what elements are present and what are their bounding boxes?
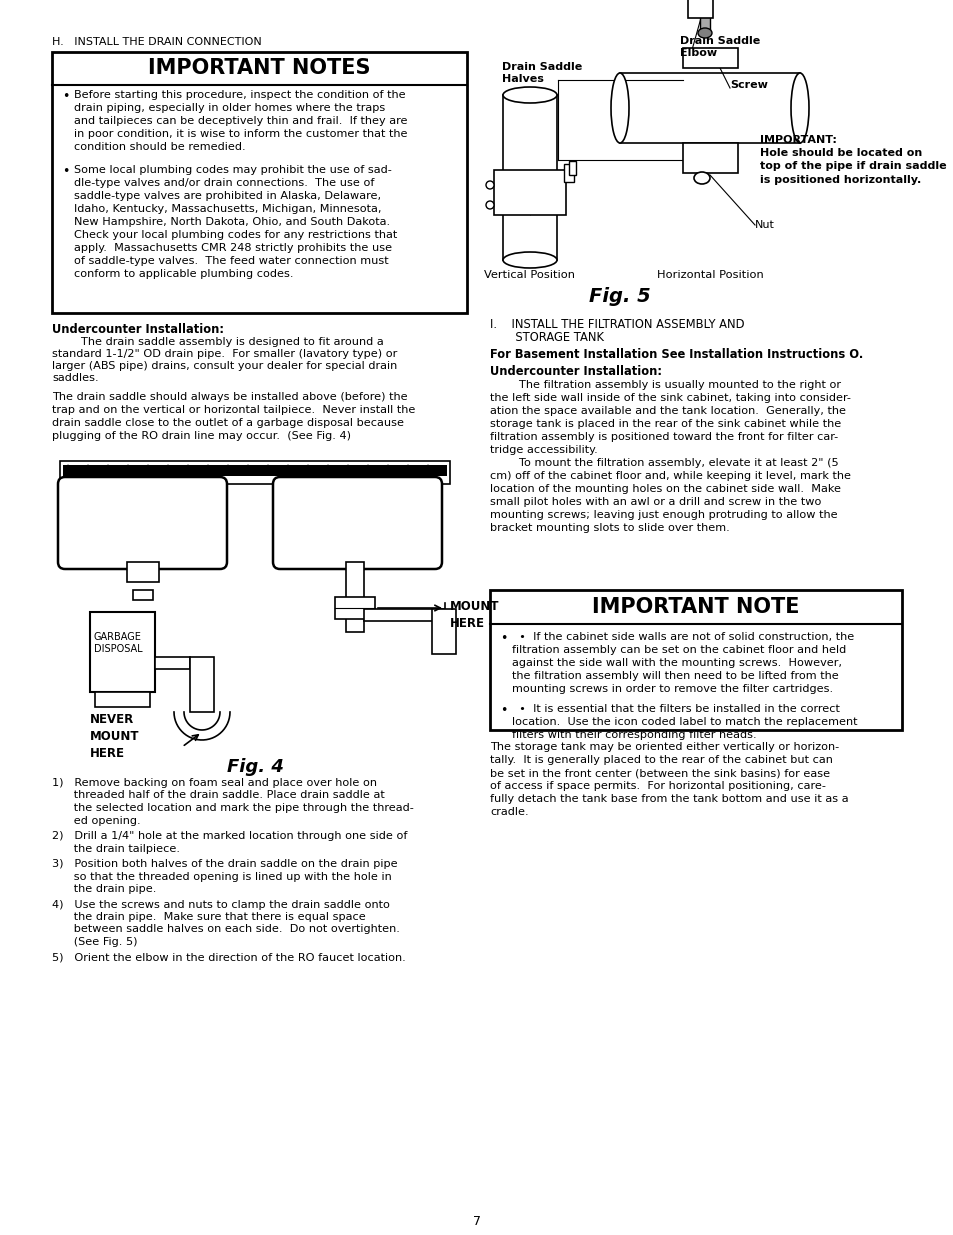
Bar <box>60 461 450 484</box>
Ellipse shape <box>698 28 711 38</box>
Bar <box>127 562 159 582</box>
Bar <box>490 590 901 730</box>
Text: 2)   Drill a 1/4" hole at the marked location through one side of: 2) Drill a 1/4" hole at the marked locat… <box>52 831 407 841</box>
Text: standard 1-1/2" OD drain pipe.  For smaller (lavatory type) or: standard 1-1/2" OD drain pipe. For small… <box>52 350 396 359</box>
Text: •: • <box>62 90 70 103</box>
Ellipse shape <box>790 73 808 143</box>
Text: MOUNT
HERE: MOUNT HERE <box>450 600 499 630</box>
Text: Undercounter Installation:: Undercounter Installation: <box>490 366 661 378</box>
Text: IMPORTANT NOTE: IMPORTANT NOTE <box>592 597 799 618</box>
Bar <box>154 657 190 669</box>
Text: the drain pipe.: the drain pipe. <box>52 884 156 894</box>
Text: Before starting this procedure, inspect the condition of the
drain piping, espec: Before starting this procedure, inspect … <box>74 90 407 152</box>
Text: H.   INSTALL THE DRAIN CONNECTION: H. INSTALL THE DRAIN CONNECTION <box>52 37 261 47</box>
Text: Drain Saddle
Elbow: Drain Saddle Elbow <box>679 36 760 58</box>
FancyBboxPatch shape <box>273 477 441 569</box>
Text: NEVER
MOUNT
HERE: NEVER MOUNT HERE <box>90 713 139 760</box>
Text: The drain saddle should always be installed above (before) the: The drain saddle should always be instal… <box>52 391 407 403</box>
Text: The storage tank may be oriented either vertically or horizon-
tally.  It is gen: The storage tank may be oriented either … <box>490 742 848 818</box>
Bar <box>364 609 443 621</box>
Bar <box>63 466 447 475</box>
Text: the drain pipe.  Make sure that there is equal space: the drain pipe. Make sure that there is … <box>52 911 365 923</box>
Text: between saddle halves on each side.  Do not overtighten.: between saddle halves on each side. Do n… <box>52 925 399 935</box>
Text: •: • <box>499 632 507 645</box>
Bar <box>502 95 557 261</box>
Text: Some local plumbing codes may prohibit the use of sad-
dle-type valves and/or dr: Some local plumbing codes may prohibit t… <box>74 165 396 279</box>
Bar <box>335 597 375 619</box>
Bar <box>568 161 576 175</box>
Bar <box>682 48 738 68</box>
Ellipse shape <box>485 201 494 209</box>
Text: IMPORTANT NOTES: IMPORTANT NOTES <box>148 58 371 79</box>
Text: Fig. 4: Fig. 4 <box>226 758 283 776</box>
Text: Fig. 5: Fig. 5 <box>589 287 650 306</box>
Ellipse shape <box>693 172 709 184</box>
Text: I.    INSTALL THE FILTRATION ASSEMBLY AND: I. INSTALL THE FILTRATION ASSEMBLY AND <box>490 317 743 331</box>
Ellipse shape <box>502 252 557 268</box>
Text: Undercounter Installation:: Undercounter Installation: <box>52 324 224 336</box>
FancyBboxPatch shape <box>58 477 227 569</box>
Bar <box>90 613 154 692</box>
Text: drain saddle close to the outlet of a garbage disposal because: drain saddle close to the outlet of a ga… <box>52 417 403 429</box>
Ellipse shape <box>485 182 494 189</box>
Text: saddles.: saddles. <box>52 373 98 383</box>
Ellipse shape <box>610 73 628 143</box>
Bar <box>132 590 152 600</box>
Text: The filtration assembly is usually mounted to the right or
the left side wall in: The filtration assembly is usually mount… <box>490 380 850 534</box>
Text: 4)   Use the screws and nuts to clamp the drain saddle onto: 4) Use the screws and nuts to clamp the … <box>52 899 390 909</box>
Bar <box>190 657 213 713</box>
Bar <box>687 0 712 19</box>
Text: so that the threaded opening is lined up with the hole in: so that the threaded opening is lined up… <box>52 872 392 882</box>
Bar <box>494 170 565 215</box>
Text: The drain saddle assembly is designed to fit around a: The drain saddle assembly is designed to… <box>52 337 383 347</box>
Text: larger (ABS pipe) drains, consult your dealer for special drain: larger (ABS pipe) drains, consult your d… <box>52 361 396 370</box>
Text: (See Fig. 5): (See Fig. 5) <box>52 937 137 947</box>
Text: the selected location and mark the pipe through the thread-: the selected location and mark the pipe … <box>52 803 414 813</box>
Bar <box>563 164 574 182</box>
Text: Nut: Nut <box>754 220 774 230</box>
Bar <box>700 0 709 35</box>
Text: Screw: Screw <box>729 80 767 90</box>
Text: threaded half of the drain saddle. Place drain saddle at: threaded half of the drain saddle. Place… <box>52 790 384 800</box>
Text: plugging of the RO drain line may occur.  (See Fig. 4): plugging of the RO drain line may occur.… <box>52 431 351 441</box>
Text: •  It is essential that the filters be installed in the correct
location.  Use t: • It is essential that the filters be in… <box>512 704 857 740</box>
Text: ed opening.: ed opening. <box>52 815 140 825</box>
Text: IMPORTANT:
Hole should be located on
top of the pipe if drain saddle
is position: IMPORTANT: Hole should be located on top… <box>760 135 945 184</box>
Text: the drain tailpiece.: the drain tailpiece. <box>52 844 180 853</box>
Text: GARBAGE
DISPOSAL: GARBAGE DISPOSAL <box>94 632 143 653</box>
Text: Horizontal Position: Horizontal Position <box>656 270 762 280</box>
Bar <box>682 143 738 173</box>
Bar <box>619 73 800 143</box>
Text: 5)   Orient the elbow in the direction of the RO faucet location.: 5) Orient the elbow in the direction of … <box>52 952 405 962</box>
Text: 1)   Remove backing on foam seal and place over hole on: 1) Remove backing on foam seal and place… <box>52 778 376 788</box>
Text: •: • <box>62 165 70 178</box>
Text: STORAGE TANK: STORAGE TANK <box>490 331 603 345</box>
Bar <box>52 52 467 312</box>
Text: 3)   Position both halves of the drain saddle on the drain pipe: 3) Position both halves of the drain sad… <box>52 860 397 869</box>
Text: •: • <box>499 704 507 718</box>
Bar <box>432 609 456 655</box>
Ellipse shape <box>502 86 557 103</box>
Text: Vertical Position: Vertical Position <box>484 270 575 280</box>
Text: 7: 7 <box>473 1215 480 1228</box>
Text: For Basement Installation See Installation Instructions O.: For Basement Installation See Installati… <box>490 348 862 361</box>
Bar <box>346 562 364 632</box>
Text: Drain Saddle
Halves: Drain Saddle Halves <box>501 62 581 84</box>
Bar <box>95 692 150 706</box>
Text: •  If the cabinet side walls are not of solid construction, the
filtration assem: • If the cabinet side walls are not of s… <box>512 632 853 694</box>
Text: trap and on the vertical or horizontal tailpiece.  Never install the: trap and on the vertical or horizontal t… <box>52 405 415 415</box>
